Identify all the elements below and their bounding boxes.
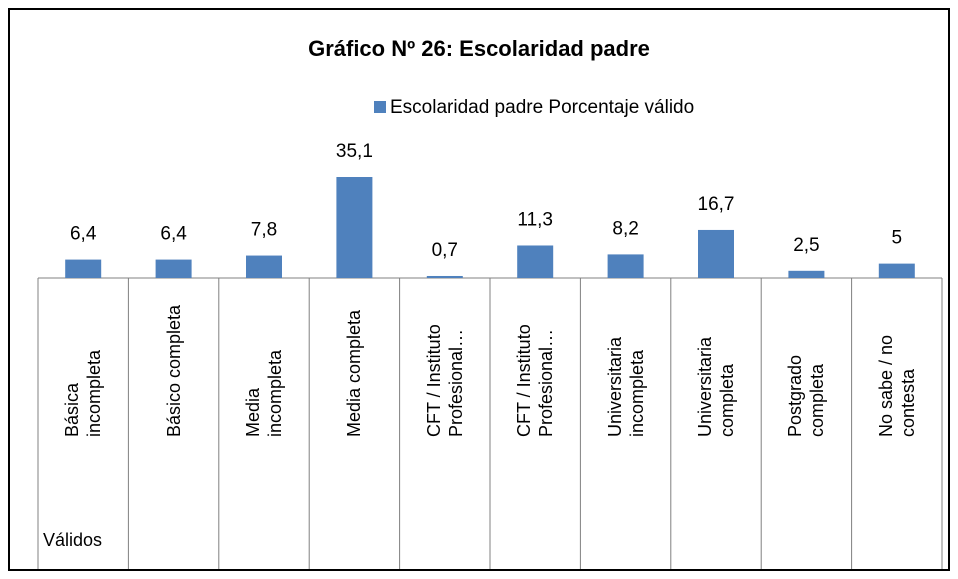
chart-frame (8, 8, 950, 571)
data-label: 35,1 (336, 141, 373, 162)
data-label: 11,3 (517, 209, 553, 230)
bar (65, 259, 102, 278)
bar (336, 177, 373, 278)
chart-title: Gráfico Nº 26: Escolaridad padre (308, 36, 650, 61)
bar (155, 259, 192, 278)
legend-swatch (374, 101, 386, 113)
x-tick-label: Media incompleta (243, 349, 285, 437)
data-label: 7,8 (251, 220, 277, 241)
data-label: 2,5 (793, 235, 819, 256)
data-label: 5 (892, 228, 903, 249)
data-label: 8,2 (612, 218, 638, 239)
x-tick-label: Universitaria incompleta (604, 336, 647, 437)
data-label: 6,4 (160, 224, 187, 245)
bar (878, 263, 915, 278)
bar (517, 245, 554, 278)
x-tick-label: Postgrado completa (785, 354, 828, 437)
x-tick-label: Básico completa (163, 304, 184, 437)
x-tick-label: Media completa (344, 309, 365, 437)
x-tick-label: No sabe / no contesta (875, 334, 918, 437)
x-tick-label: CFT / Instituto Profesional… (423, 324, 466, 437)
bar (246, 255, 282, 278)
x-tick-label: Básica incompleta (62, 349, 105, 437)
x-tick-label: CFT / Instituto Profesional… (514, 324, 557, 437)
bar (426, 275, 463, 278)
data-label: 0,7 (432, 240, 458, 261)
x-tick-label: Universitaria completa (695, 336, 737, 437)
group-label: Válidos (43, 530, 103, 550)
bar (788, 270, 825, 278)
legend-label: Escolaridad padre Porcentaje válido (390, 97, 694, 118)
bar (698, 229, 734, 278)
data-label: 16,7 (698, 194, 735, 215)
data-label: 6,4 (70, 224, 97, 245)
bar (607, 254, 644, 278)
